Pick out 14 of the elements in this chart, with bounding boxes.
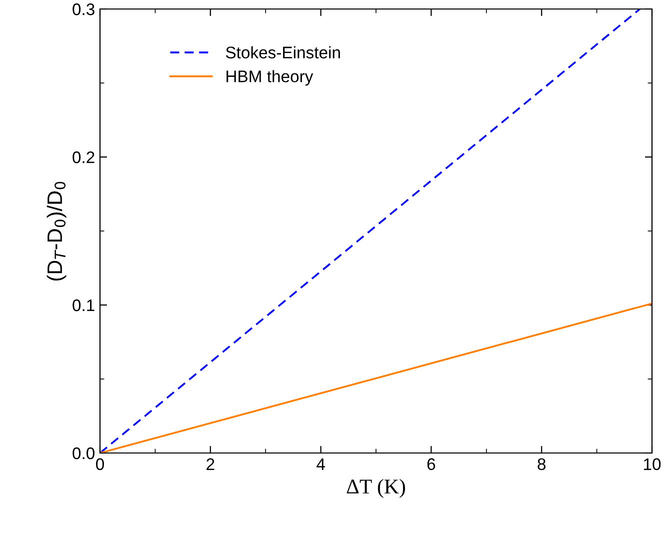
y-tick-label: 0.3 [72,3,94,16]
x-tick-label: 10 [644,458,661,470]
y-axis-title: (D$_{T}$-D$_{0}$)/D$_{0}$ [46,182,66,281]
y-tick-label: 0.2 [72,151,94,164]
x-tick-label: 6 [427,458,436,470]
y-tick-label: 0.0 [72,447,94,460]
y-tick-label: 0.1 [72,299,94,312]
legend-label: HBM theory [226,70,314,86]
x-axis-title: ΔT (K) [346,478,406,498]
x-tick-label: 0 [96,458,104,470]
x-tick-label: 4 [316,458,325,470]
x-tick-label: 8 [538,458,546,470]
legend-label: Stokes-Einstein [226,46,340,58]
x-tick-label: 2 [206,458,214,470]
